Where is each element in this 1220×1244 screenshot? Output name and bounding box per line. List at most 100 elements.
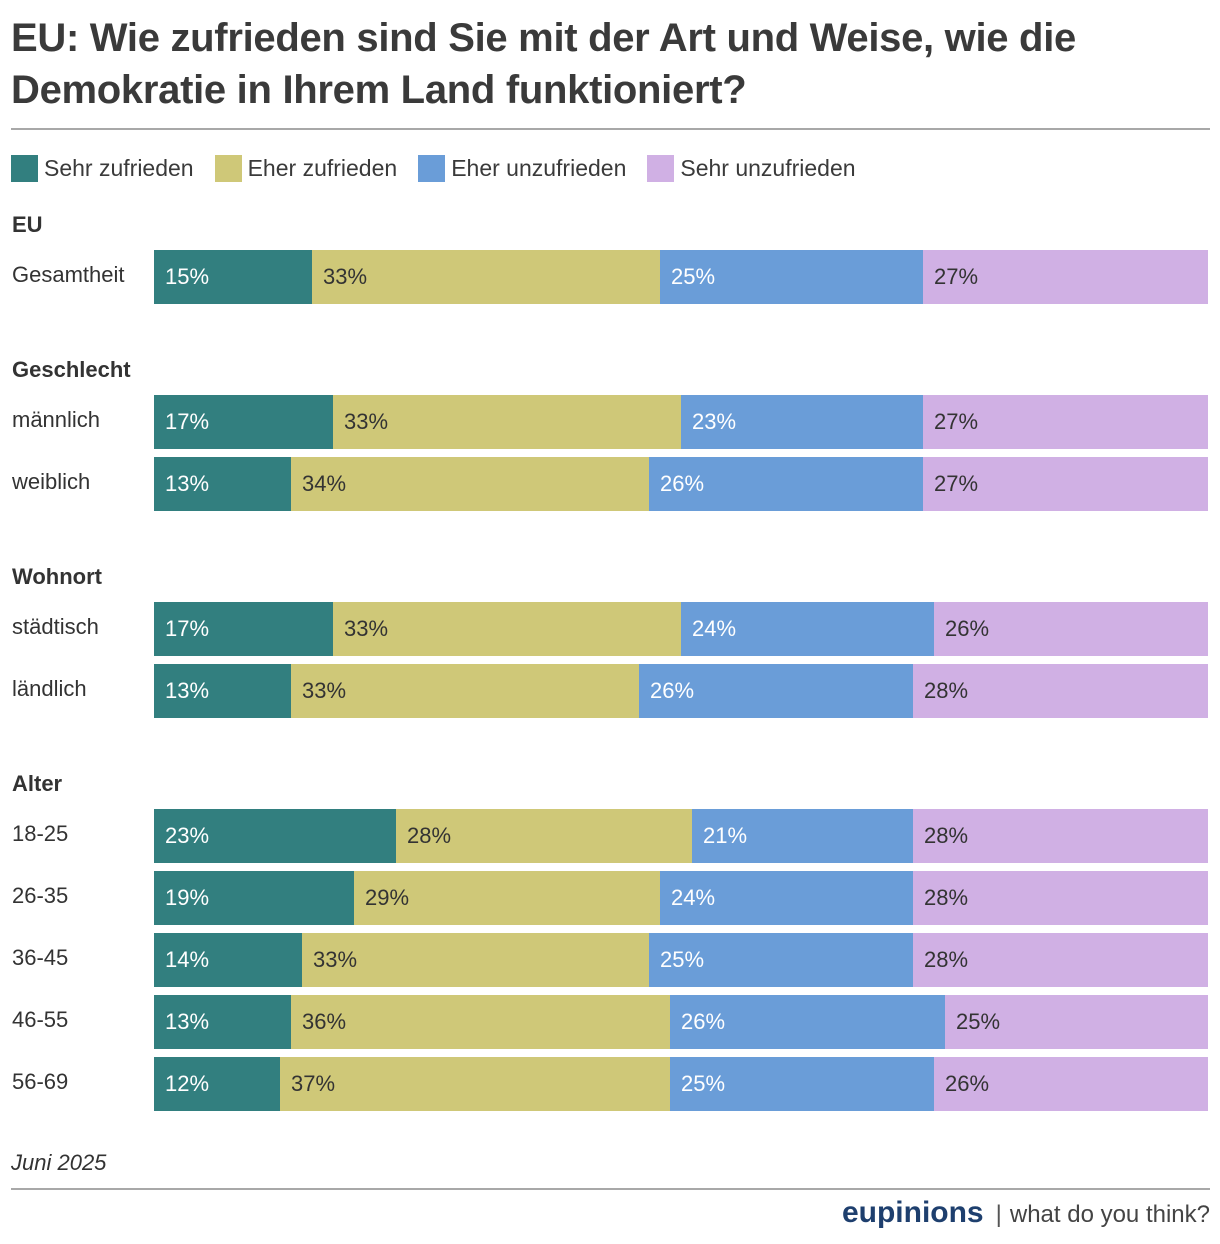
- group-label: Alter: [12, 771, 63, 796]
- legend-item: Sehr unzufrieden: [647, 154, 856, 182]
- data-label: 12%: [165, 1071, 210, 1096]
- bar-segment: 27%: [923, 250, 1208, 304]
- stacked-bar: 15% 33% 25% 27%: [154, 250, 1208, 304]
- data-label: 28%: [407, 823, 452, 848]
- bar-segment: 26%: [934, 1057, 1208, 1111]
- bar-segment: 24%: [660, 871, 913, 925]
- data-label: 25%: [671, 264, 716, 289]
- bar-segment: 37%: [280, 1057, 670, 1111]
- data-label: 25%: [956, 1009, 1001, 1034]
- data-label: 33%: [302, 678, 347, 703]
- stacked-bar: 12% 37% 25% 26%: [154, 1057, 1208, 1111]
- bar-segment: 15%: [154, 250, 312, 304]
- row-label: ländlich: [12, 676, 87, 701]
- bar-segment: 33%: [333, 602, 681, 656]
- title-divider: [11, 128, 1210, 130]
- data-label: 27%: [934, 409, 979, 434]
- data-label: 26%: [945, 1071, 990, 1096]
- legend-item: Eher zufrieden: [214, 154, 398, 182]
- stacked-bar: 23% 28% 21% 28%: [154, 809, 1208, 863]
- data-label: 23%: [165, 823, 210, 848]
- bar-segment: 25%: [649, 933, 913, 987]
- bar-segment: 12%: [154, 1057, 280, 1111]
- legend: Sehr zufrieden Eher zufrieden Eher unzufri…: [11, 153, 877, 183]
- bar-segment: 34%: [291, 457, 649, 511]
- legend-swatch: [418, 154, 446, 182]
- data-label: 21%: [703, 823, 748, 848]
- row-label: 56-69: [12, 1069, 69, 1094]
- bar-segment: 28%: [396, 809, 692, 863]
- group-label: Wohnort: [12, 564, 103, 589]
- data-label: 28%: [924, 823, 969, 848]
- data-label: 26%: [650, 678, 695, 703]
- data-label: 19%: [165, 885, 210, 910]
- stacked-bar: 17% 33% 24% 26%: [154, 602, 1208, 656]
- footer-divider: [11, 1188, 1210, 1190]
- data-label: 24%: [671, 885, 716, 910]
- bar-segment: 26%: [670, 995, 945, 1049]
- data-label: 13%: [165, 678, 210, 703]
- data-label: 26%: [945, 616, 990, 641]
- brand-logo: eupinions: [841, 1196, 984, 1229]
- brand: eupinions | what do you think?: [842, 1196, 1210, 1230]
- data-label: 25%: [660, 947, 705, 972]
- brand-tagline: what do you think?: [1009, 1201, 1210, 1228]
- bar-segment: 14%: [154, 933, 302, 987]
- bar-segment: 28%: [913, 933, 1208, 987]
- bar-segment: 26%: [639, 664, 913, 718]
- data-label: 23%: [692, 409, 737, 434]
- data-label: 26%: [660, 471, 705, 496]
- data-label: 33%: [323, 264, 368, 289]
- data-label: 27%: [934, 471, 979, 496]
- legend-label: Sehr zufrieden: [44, 154, 194, 181]
- legend-label: Eher zufrieden: [247, 154, 398, 181]
- bar-segment: 17%: [154, 395, 333, 449]
- legend-label: Eher unzufrieden: [451, 154, 627, 181]
- legend-swatch: [11, 154, 38, 182]
- bar-segment: 36%: [291, 995, 670, 1049]
- bar-segment: 33%: [333, 395, 681, 449]
- row-label: weiblich: [12, 469, 91, 494]
- bar-segment: 27%: [923, 457, 1208, 511]
- bar-segment: 33%: [312, 250, 660, 304]
- data-label: 13%: [165, 1009, 210, 1034]
- bar-segment: 28%: [913, 809, 1208, 863]
- bar-segment: 26%: [649, 457, 923, 511]
- bar-segment: 28%: [913, 664, 1208, 718]
- data-label: 28%: [924, 885, 969, 910]
- legend-item: Sehr zufrieden: [11, 154, 194, 182]
- data-label: 37%: [291, 1071, 336, 1096]
- data-label: 25%: [681, 1071, 726, 1096]
- legend-label: Sehr unzufrieden: [680, 154, 856, 181]
- data-label: 34%: [302, 471, 347, 496]
- bar-segment: 26%: [934, 602, 1208, 656]
- stacked-bar: 13% 36% 26% 25%: [154, 995, 1208, 1049]
- bar-segment: 13%: [154, 995, 291, 1049]
- bar-segment: 17%: [154, 602, 333, 656]
- data-label: 33%: [313, 947, 358, 972]
- bar-segment: 25%: [945, 995, 1208, 1049]
- bar-segment: 13%: [154, 664, 291, 718]
- bar-segment: 33%: [302, 933, 649, 987]
- stacked-bar: 14% 33% 25% 28%: [154, 933, 1208, 987]
- legend-item: Eher unzufrieden: [418, 154, 627, 182]
- data-label: 33%: [344, 409, 389, 434]
- legend-swatch: [214, 154, 242, 182]
- data-label: 13%: [165, 471, 210, 496]
- bar-segment: 28%: [913, 871, 1208, 925]
- legend-swatch: [647, 154, 675, 182]
- bar-segment: 25%: [670, 1057, 934, 1111]
- data-label: 28%: [924, 947, 969, 972]
- stacked-bar: 13% 33% 26% 28%: [154, 664, 1208, 718]
- brand-separator: |: [995, 1201, 1002, 1228]
- group-label: EU: [12, 212, 43, 237]
- data-label: 24%: [692, 616, 737, 641]
- stacked-bar: 17% 33% 23% 27%: [154, 395, 1208, 449]
- stacked-bar: 19% 29% 24% 28%: [154, 871, 1208, 925]
- data-label: 15%: [165, 264, 210, 289]
- stacked-bar: 13% 34% 26% 27%: [154, 457, 1208, 511]
- data-label: 27%: [934, 264, 979, 289]
- bar-segment: 25%: [660, 250, 923, 304]
- data-label: 33%: [344, 616, 389, 641]
- data-label: 17%: [165, 616, 210, 641]
